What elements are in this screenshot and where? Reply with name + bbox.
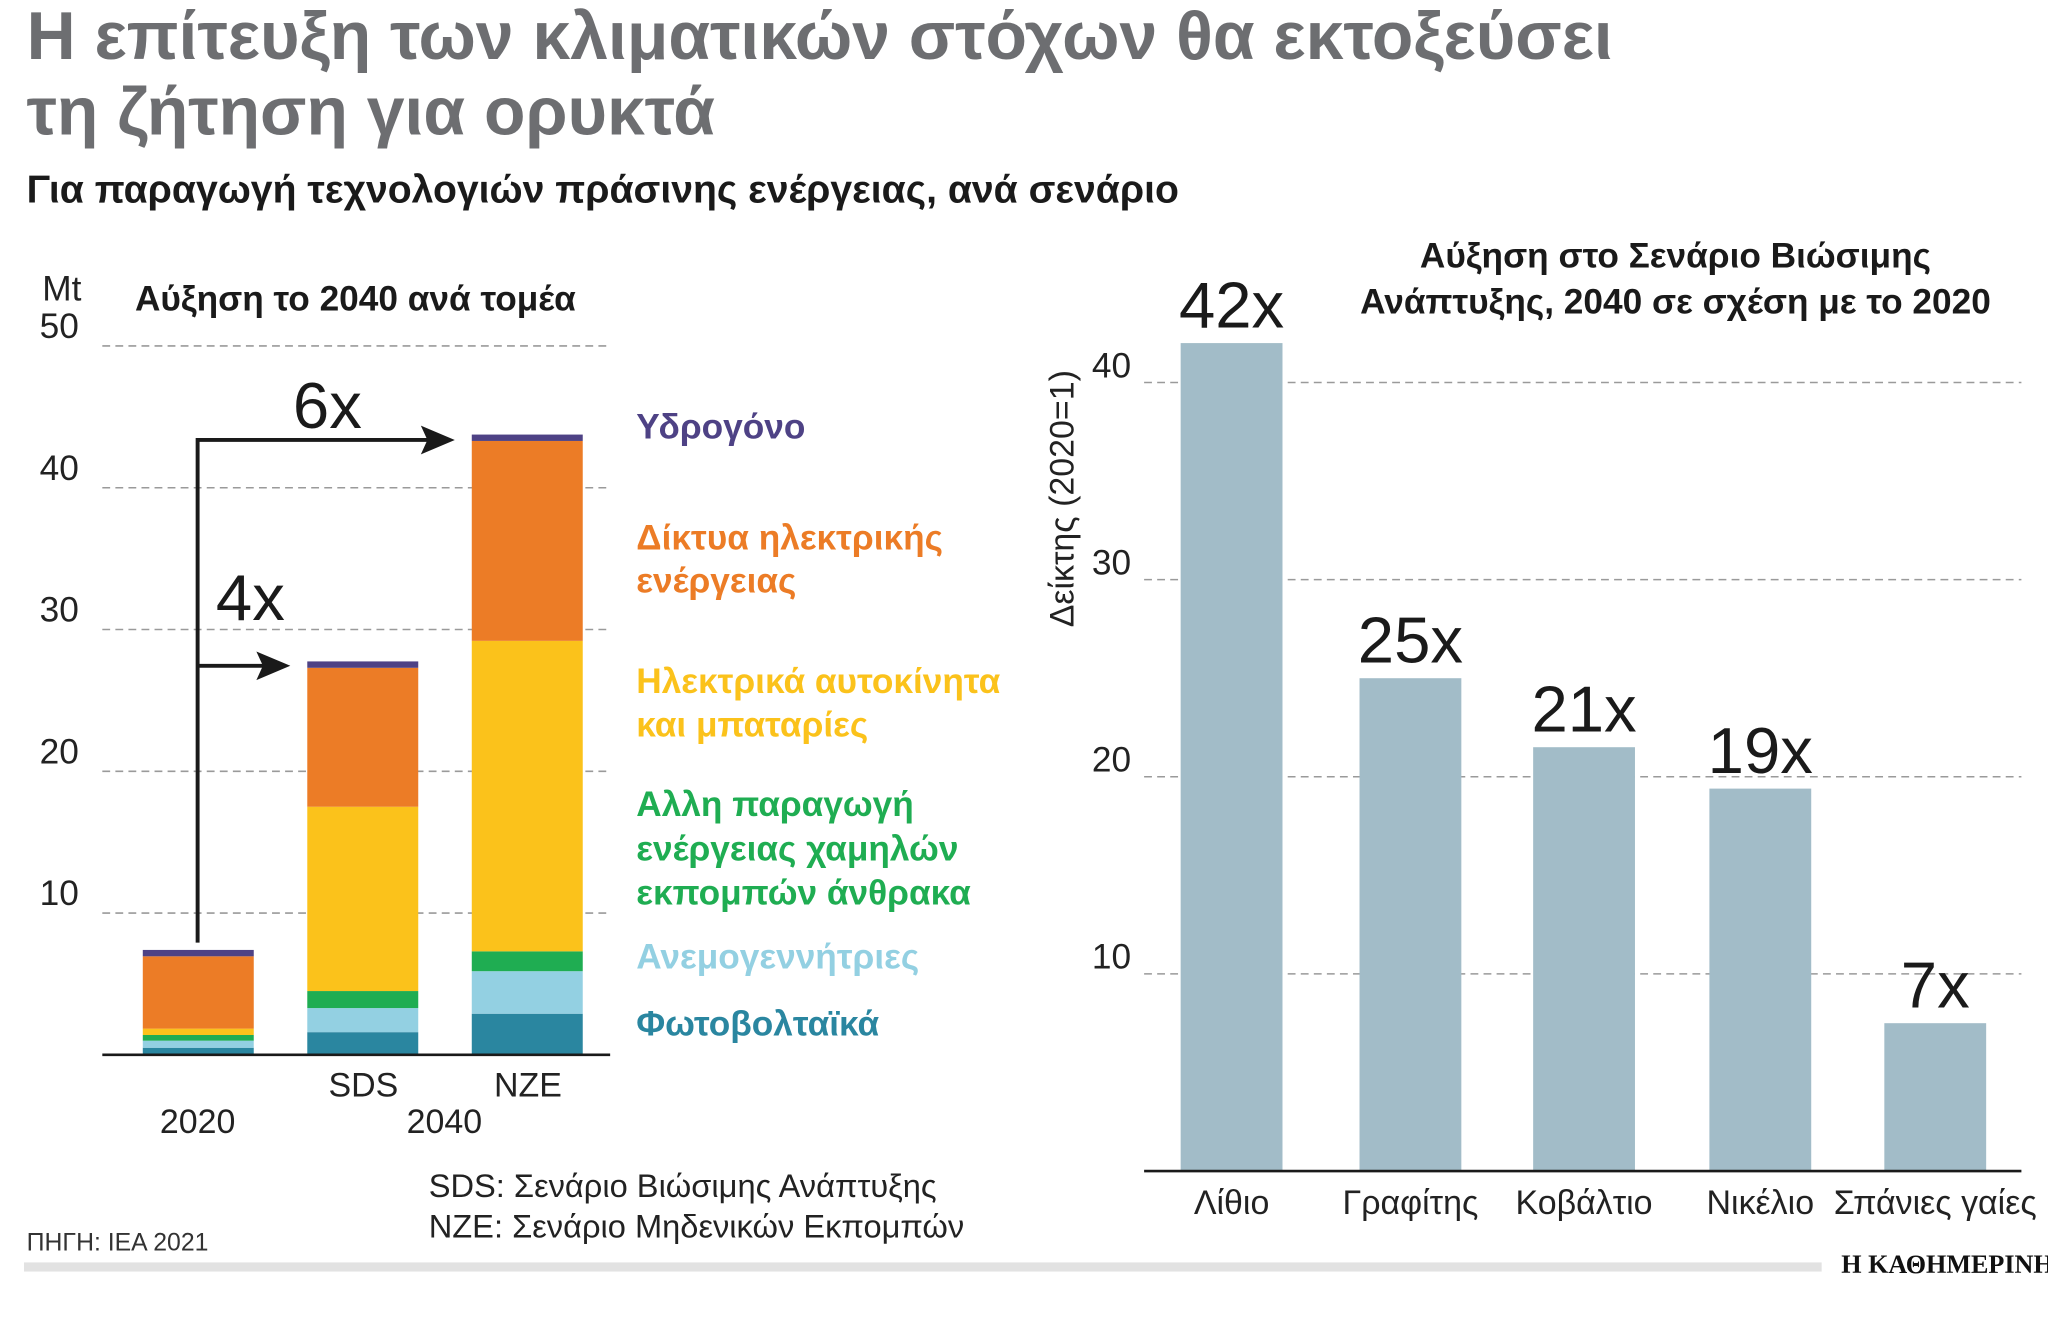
bar-segment-3 bbox=[471, 640, 583, 952]
bar-segment-5 bbox=[142, 949, 254, 957]
legend-label-line: Ηλεκτρικά αυτοκίνητα bbox=[636, 662, 1000, 701]
legend-item: Ανεμογεννήτριες bbox=[636, 938, 919, 977]
bar-segment-0 bbox=[307, 1032, 419, 1055]
bar-segment-4 bbox=[307, 667, 419, 807]
legend-label-line: εκπομπών άνθρακα bbox=[636, 874, 971, 913]
bar-segment-1 bbox=[307, 1008, 419, 1033]
publisher-logo: Η ΚΑΘΗΜΕΡΙΝΗ bbox=[1841, 1250, 2048, 1279]
legend-label-line: Υδρογόνο bbox=[636, 408, 805, 447]
legend-item: Ηλεκτρικά αυτοκίνητα και μπαταρίες bbox=[636, 662, 1000, 744]
x-tick-label: Σπάνιες γαίες bbox=[1834, 1184, 2037, 1222]
bar-segment-0 bbox=[142, 1047, 254, 1055]
x-label-sds: SDS bbox=[329, 1067, 399, 1105]
legend-label-line: ενέργειας bbox=[636, 562, 796, 601]
legend-item: Αλλη παραγωγή ενέργειας χαμηλών εκπομπών ά… bbox=[636, 785, 971, 913]
bar-segment-2 bbox=[142, 1034, 254, 1041]
y-axis-label: Δείκτης (2020=1) bbox=[1044, 370, 1082, 627]
data-label: 19x bbox=[1708, 714, 1813, 787]
x-tick-label: Γραφίτης bbox=[1343, 1184, 1479, 1222]
annotation-4x: 4x bbox=[216, 561, 285, 634]
legend-label-line: Ανεμογεννήτριες bbox=[636, 938, 919, 977]
growth-arrows: 6x 4x bbox=[195, 369, 455, 943]
bar-segment-0 bbox=[471, 1013, 583, 1055]
x-label-2020: 2020 bbox=[160, 1103, 236, 1141]
title-line-1: Η επίτευξη των κλιματικών στόχων θα εκτο… bbox=[27, 0, 1613, 74]
bar bbox=[1884, 1023, 1987, 1172]
right-chart-title-line-1: Αύξηση στο Σενάριο Βιώσιμης bbox=[1420, 237, 1931, 276]
x-label-nze: NZE bbox=[494, 1067, 562, 1105]
bar-segment-1 bbox=[142, 1040, 254, 1048]
y-tick-label: 40 bbox=[40, 449, 79, 488]
data-label: 7x bbox=[1901, 949, 1970, 1022]
bar-stack-sds bbox=[307, 661, 419, 1055]
y-tick-label: 30 bbox=[40, 591, 79, 630]
legend-label-line: ενέργειας χαμηλών bbox=[636, 829, 958, 868]
legend-item: Δίκτυα ηλεκτρικής ενέργειας bbox=[636, 519, 943, 601]
legend-label-line: Φωτοβολταϊκά bbox=[636, 1004, 879, 1043]
title-line-2: τη ζήτηση για ορυκτά bbox=[27, 74, 716, 149]
legend: Υδρογόνο Δίκτυα ηλεκτρικής ενέργειας Ηλεκτρ… bbox=[636, 408, 1000, 1044]
legend-label-line: Δίκτυα ηλεκτρικής bbox=[636, 519, 943, 558]
bar-stack-2020 bbox=[142, 949, 254, 1055]
bar bbox=[1533, 747, 1635, 1172]
bar-segment-5 bbox=[471, 434, 583, 441]
bar-chart: Αύξηση στο Σενάριο Βιώσιμης Ανάπτυξης, 2… bbox=[1044, 237, 2037, 1222]
note-nze: NZE: Σενάριο Μηδενικών Εκπομπών bbox=[429, 1208, 965, 1245]
bar-segment-3 bbox=[142, 1028, 254, 1035]
bar-segment-4 bbox=[142, 956, 254, 1029]
source: ΠΗΓΗ: IEA 2021 bbox=[27, 1230, 209, 1257]
right-chart-title-line-2: Ανάπτυξης, 2040 σε σχέση με το 2020 bbox=[1360, 282, 1991, 321]
x-tick-label: Λίθιο bbox=[1194, 1184, 1270, 1222]
y-tick-label: 40 bbox=[1092, 346, 1131, 385]
x-tick-label: Κοβάλτιο bbox=[1516, 1184, 1653, 1222]
bar bbox=[1180, 343, 1283, 1172]
x-group-label-2040: 2040 bbox=[407, 1103, 483, 1141]
y-tick-label: 20 bbox=[1092, 741, 1131, 780]
x-tick-label: Νικέλιο bbox=[1707, 1184, 1815, 1222]
footer-bar bbox=[23, 1262, 1822, 1272]
bar-segment-2 bbox=[307, 991, 419, 1009]
bar-segment-2 bbox=[471, 951, 583, 972]
legend-label-line: και μπαταρίες bbox=[636, 705, 868, 744]
annotation-6x: 6x bbox=[293, 369, 362, 442]
stacked-bar-chart: Mt Αύξηση το 2040 ανά τομέα 10 20 30 40 50 6… bbox=[40, 269, 1001, 1141]
data-label: 21x bbox=[1531, 673, 1636, 746]
y-tick-label: 10 bbox=[1092, 938, 1131, 977]
bar-segment-3 bbox=[307, 806, 419, 992]
arrow-6x-line bbox=[195, 437, 432, 943]
note-sds: SDS: Σενάριο Βιώσιμης Ανάπτυξης bbox=[429, 1167, 937, 1204]
legend-label-line: Αλλη παραγωγή bbox=[636, 785, 914, 824]
bar-segment-4 bbox=[471, 440, 583, 641]
y-tick-label: 50 bbox=[40, 307, 79, 346]
bar-segment-5 bbox=[307, 661, 419, 668]
bar-segment-1 bbox=[471, 971, 583, 1014]
data-label: 42x bbox=[1179, 268, 1284, 341]
y-tick-label: 10 bbox=[40, 874, 79, 913]
legend-item: Υδρογόνο bbox=[636, 408, 805, 447]
bar-stack-nze bbox=[471, 434, 583, 1055]
subtitle: Για παραγωγή τεχνολογιών πράσινης ενέργε… bbox=[27, 168, 1179, 211]
y-axis-unit: Mt bbox=[42, 269, 81, 308]
arrow-6x-head bbox=[420, 425, 455, 455]
left-chart-title: Αύξηση το 2040 ανά τομέα bbox=[135, 280, 576, 319]
y-tick-label: 30 bbox=[1092, 543, 1131, 582]
data-label: 25x bbox=[1358, 604, 1463, 677]
y-tick-label: 20 bbox=[40, 732, 79, 771]
bar bbox=[1359, 678, 1462, 1172]
bar bbox=[1709, 788, 1812, 1172]
legend-item: Φωτοβολταϊκά bbox=[636, 1004, 879, 1043]
arrow-4x-head bbox=[256, 651, 291, 681]
